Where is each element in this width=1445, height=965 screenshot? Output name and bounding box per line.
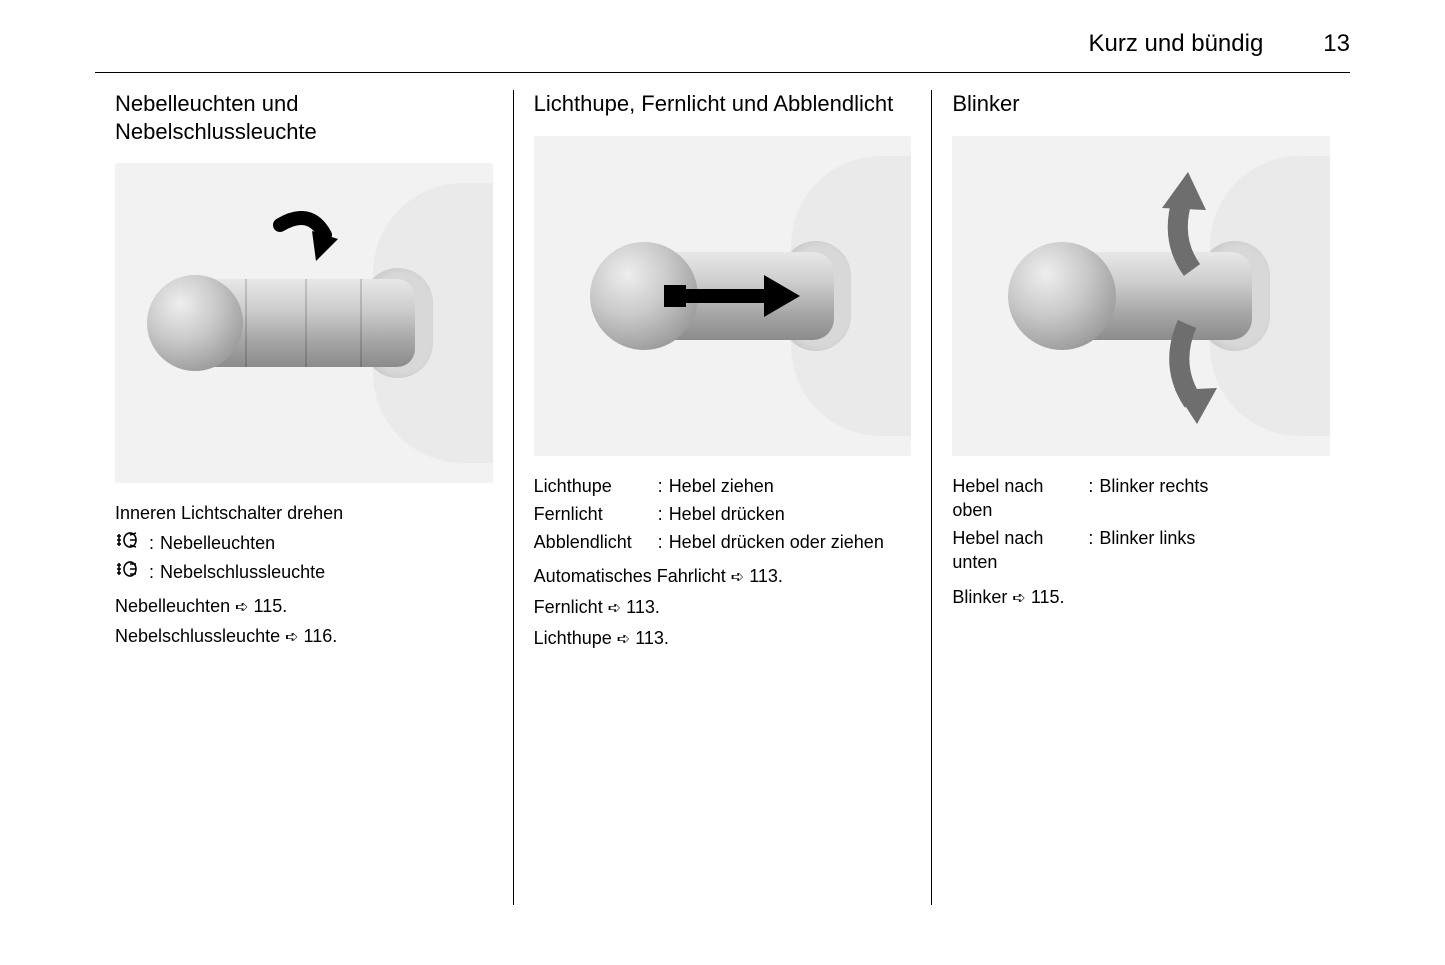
ref-blinker: Blinker ➪ 115. — [952, 585, 1330, 610]
ref-arrow-icon: ➪ — [235, 599, 248, 616]
content-columns: Nebelleuchten und Nebelschlussleuchte In… — [95, 90, 1350, 905]
blinker-definitions: Hebel nach oben : Blinker rechts Hebel n… — [952, 474, 1330, 575]
def-key-abblendlicht: Abblendlicht — [534, 530, 652, 554]
page-number: 13 — [1323, 30, 1350, 58]
column-fog-lights: Nebelleuchten und Nebelschlussleuchte In… — [95, 90, 513, 905]
header-rule — [95, 72, 1350, 73]
highbeam-definitions: Lichthupe : Hebel ziehen Fernlicht : Heb… — [534, 474, 912, 555]
section-title-fog: Nebelleuchten und Nebelschlussleuchte — [115, 90, 493, 145]
fog-icon-definitions: : Nebelleuchten : Nebelschlussleuchte — [115, 531, 493, 584]
illustration-blinker-stalk — [952, 136, 1330, 456]
chapter-title: Kurz und bündig — [1089, 30, 1264, 58]
ref-fernlicht: Fernlicht ➪ 113. — [534, 595, 912, 620]
def-key-hebel-oben: Hebel nach oben — [952, 474, 1082, 523]
ref-fog-rear: Nebelschlussleuchte ➪ 116. — [115, 624, 493, 649]
def-val-blinker-rechts: Blinker rechts — [1099, 474, 1330, 523]
fog-front-icon — [115, 531, 139, 555]
def-key-hebel-unten: Hebel nach unten — [952, 526, 1082, 575]
fog-rear-icon — [115, 560, 139, 584]
section-title-blinker: Blinker — [952, 90, 1330, 118]
ref-arrow-icon: ➪ — [285, 629, 298, 646]
ref-auto-light: Automatisches Fahrlicht ➪ 113. — [534, 564, 912, 589]
section-title-highbeam: Lichthupe, Fernlicht und Abblendlicht — [534, 90, 912, 118]
ref-fog-front: Nebelleuchten ➪ 115. — [115, 594, 493, 619]
fog-rear-label: Nebelschlussleuchte — [160, 560, 493, 584]
def-val-lichthupe: Hebel ziehen — [669, 474, 912, 498]
ref-arrow-icon: ➪ — [1012, 590, 1025, 607]
def-val-fernlicht: Hebel drücken — [669, 502, 912, 526]
column-high-beam: Lichthupe, Fernlicht und Abblendlicht Li… — [514, 90, 932, 905]
ref-lichthupe: Lichthupe ➪ 113. — [534, 626, 912, 651]
push-arrow-icon — [664, 271, 804, 321]
ref-arrow-icon: ➪ — [617, 631, 630, 648]
illustration-fog-stalk — [115, 163, 493, 483]
def-val-abblendlicht: Hebel drücken oder ziehen — [669, 530, 912, 554]
ref-arrow-icon: ➪ — [608, 600, 621, 617]
up-arrow-icon — [1152, 170, 1232, 280]
def-key-lichthupe: Lichthupe — [534, 474, 652, 498]
def-key-fernlicht: Fernlicht — [534, 502, 652, 526]
def-val-blinker-links: Blinker links — [1099, 526, 1330, 575]
rotate-arrow-icon — [270, 211, 340, 271]
intro-text: Inneren Lichtschalter drehen — [115, 501, 493, 525]
ref-arrow-icon: ➪ — [731, 569, 744, 586]
illustration-highbeam-stalk — [534, 136, 912, 456]
fog-front-label: Nebelleuchten — [160, 531, 493, 555]
down-arrow-icon — [1157, 316, 1247, 426]
column-turn-signal: Blinker Hebel nach oben : Bli — [932, 90, 1350, 905]
